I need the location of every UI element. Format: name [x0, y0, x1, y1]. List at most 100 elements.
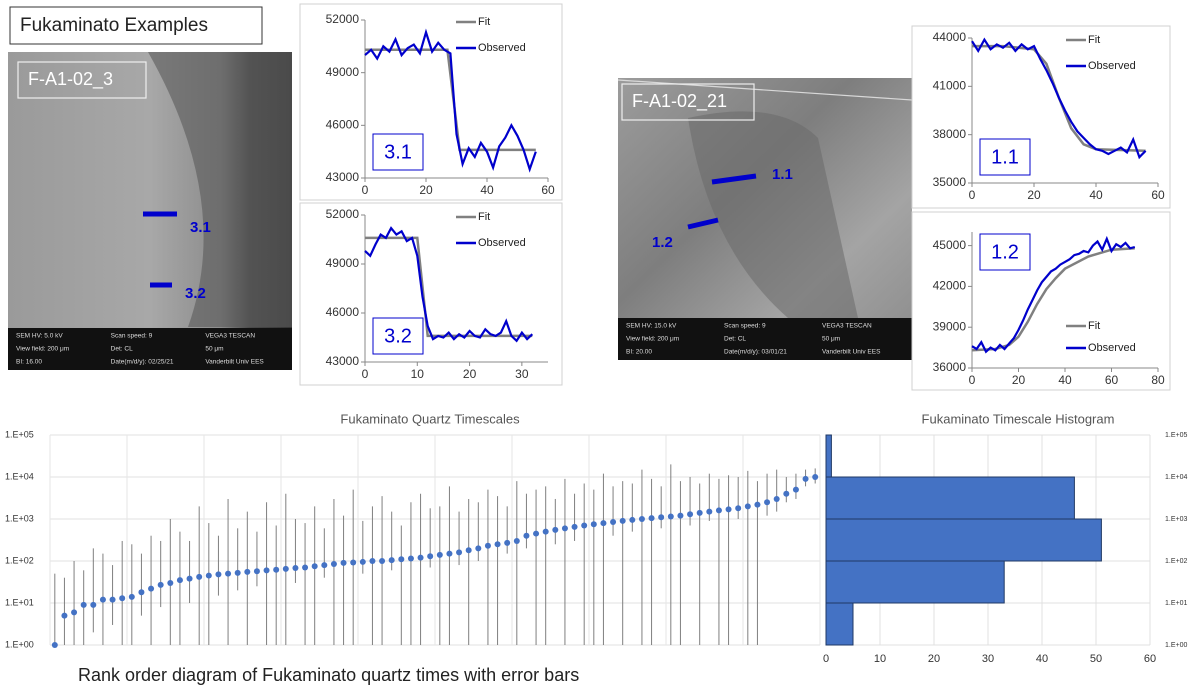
annotation-box — [372, 133, 424, 171]
y-tick-label: 43000 — [326, 170, 360, 184]
data-point — [167, 579, 174, 586]
data-point — [465, 547, 472, 554]
data-point — [196, 573, 203, 580]
x-tick-label: 0 — [362, 367, 369, 381]
data-point — [388, 557, 395, 564]
y-tick-label: 1.E+04 — [1165, 474, 1187, 481]
chart-frame — [299, 3, 563, 201]
data-point — [812, 474, 819, 480]
data-point — [311, 563, 318, 570]
y-tick-label: 52000 — [326, 12, 360, 26]
y-tick-label: 1.E+03 — [1165, 516, 1187, 523]
data-point — [119, 595, 126, 602]
y-tick-label: 1.E+05 — [5, 429, 34, 439]
x-tick-label: 40 — [1036, 653, 1048, 665]
legend-label: Fit — [1088, 320, 1100, 332]
data-point — [667, 513, 674, 520]
chart-frame — [299, 202, 563, 386]
data-point — [292, 565, 299, 572]
legend-label: Observed — [478, 42, 526, 54]
y-tick-label: 38000 — [933, 127, 967, 141]
legend-label: Observed — [1088, 60, 1136, 72]
annotation: 3.2 — [384, 325, 412, 347]
x-tick-label: 20 — [1027, 188, 1041, 202]
info-text: 50 μm — [822, 336, 840, 343]
x-tick-label: 10 — [411, 367, 425, 381]
y-tick-label: 36000 — [933, 360, 967, 374]
y-tick-label: 46000 — [326, 118, 360, 132]
profile-label: 1.1 — [772, 166, 793, 183]
image-label-box — [17, 61, 147, 99]
profile-marker — [711, 173, 757, 185]
data-point — [157, 581, 164, 588]
histogram-bar — [825, 602, 854, 646]
info-text: VEGA3 TESCAN — [205, 333, 255, 340]
data-point — [446, 550, 453, 557]
data-point — [244, 568, 251, 575]
data-point — [282, 565, 289, 572]
title-box — [9, 6, 263, 45]
y-tick-label: 42000 — [933, 279, 967, 293]
chart-title: Fukaminato Timescale Histogram — [922, 411, 1115, 426]
y-tick-label: 1.E+01 — [1165, 600, 1187, 607]
data-point — [128, 593, 135, 600]
data-point — [773, 495, 780, 502]
data-point — [581, 522, 588, 529]
data-point — [764, 499, 771, 506]
x-tick-label: 40 — [480, 183, 494, 197]
info-text: Det: CL — [111, 346, 133, 353]
legend-label: Observed — [478, 237, 526, 249]
info-bar — [618, 318, 912, 360]
info-text: Vanderbilt Univ EES — [205, 359, 264, 366]
annotation: 3.1 — [384, 141, 412, 163]
x-tick-label: 0 — [969, 373, 976, 387]
data-point — [629, 516, 636, 523]
x-tick-label: 0 — [362, 183, 369, 197]
x-tick-label: 60 — [1151, 188, 1165, 202]
y-tick-label: 35000 — [933, 175, 967, 189]
y-tick-label: 49000 — [326, 256, 360, 270]
data-point — [379, 558, 386, 564]
data-point — [523, 532, 530, 539]
image-label: F-A1-02_21 — [632, 91, 727, 112]
slide-title: Fukaminato Examples — [20, 15, 208, 36]
data-point — [176, 577, 183, 584]
y-tick-label: 1.E+00 — [5, 639, 34, 649]
x-tick-label: 30 — [515, 367, 529, 381]
data-point — [215, 571, 222, 578]
data-point — [359, 558, 366, 565]
x-tick-label: 0 — [969, 188, 976, 202]
data-point — [148, 585, 155, 592]
info-text: 50 μm — [205, 346, 223, 353]
data-point — [302, 564, 309, 571]
data-point — [590, 521, 597, 528]
legend-label: Fit — [478, 211, 490, 223]
scratch — [617, 79, 913, 101]
data-point — [725, 506, 732, 513]
data-point — [340, 559, 347, 566]
data-point — [484, 542, 491, 549]
caption: Rank order diagram of Fukaminato quartz … — [78, 665, 579, 685]
data-point — [561, 525, 568, 532]
info-text: Vanderbilt Univ EES — [822, 349, 881, 356]
x-tick-label: 20 — [463, 367, 477, 381]
legend-label: Fit — [1088, 34, 1100, 46]
data-point — [802, 475, 809, 482]
data-point — [619, 517, 626, 524]
y-tick-label: 1.E+04 — [5, 471, 34, 481]
y-tick-label: 1.E+00 — [1165, 642, 1187, 649]
data-point — [205, 572, 212, 579]
info-text: BI: 20.00 — [626, 349, 652, 356]
y-tick-label: 1.E+03 — [5, 513, 34, 523]
y-tick-label: 45000 — [933, 238, 967, 252]
x-tick-label: 10 — [874, 653, 886, 665]
data-point — [456, 549, 463, 556]
data-point — [436, 551, 443, 558]
data-point — [610, 518, 617, 525]
y-tick-label: 1.E+01 — [5, 597, 34, 607]
y-tick-label: 1.E+02 — [1165, 558, 1187, 565]
data-point — [71, 609, 78, 616]
x-tick-label: 60 — [1105, 373, 1119, 387]
y-tick-label: 49000 — [326, 65, 360, 79]
grain-boundary — [148, 52, 292, 327]
